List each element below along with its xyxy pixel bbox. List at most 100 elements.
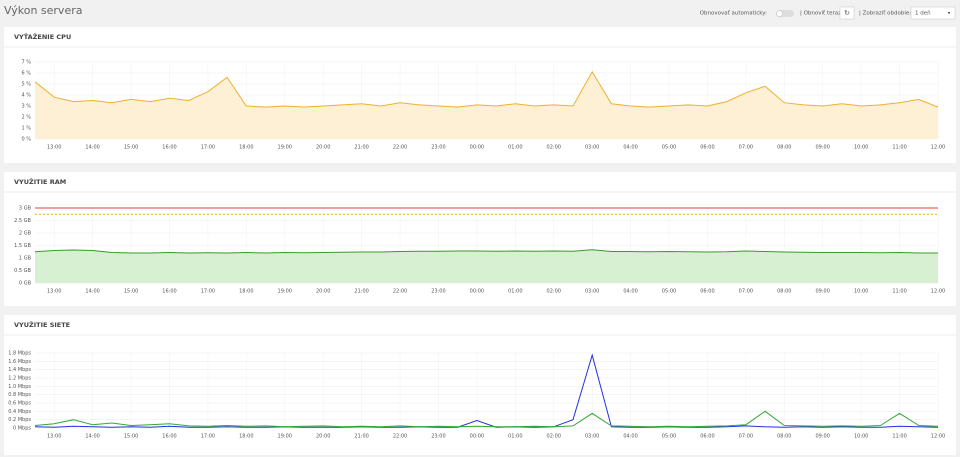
x-tick-label: 04:00 bbox=[623, 434, 637, 440]
x-tick-label: 21:00 bbox=[354, 434, 368, 440]
x-tick-label: 09:00 bbox=[816, 145, 830, 151]
series-line bbox=[34, 353, 939, 428]
x-tick-label: 20:00 bbox=[316, 434, 330, 440]
y-tick-label: 1.2 Mbps bbox=[8, 376, 31, 382]
x-tick-label: 02:00 bbox=[547, 145, 561, 151]
period-select[interactable] bbox=[910, 6, 956, 20]
y-tick-label: 6 % bbox=[21, 71, 31, 77]
y-tick-label: 7 % bbox=[21, 60, 31, 66]
x-tick-label: 14:00 bbox=[85, 434, 99, 440]
x-tick-label: 06:00 bbox=[700, 145, 714, 151]
y-tick-label: 0 % bbox=[21, 137, 31, 143]
x-tick-label: 20:00 bbox=[316, 289, 330, 295]
x-tick-label: 05:00 bbox=[662, 145, 676, 151]
y-tick-label: 1.0 Mbps bbox=[8, 384, 31, 390]
area-fill bbox=[35, 71, 938, 139]
toggle-knob bbox=[776, 10, 783, 17]
x-tick-label: 01:00 bbox=[508, 434, 522, 440]
x-tick-label: 15:00 bbox=[124, 145, 138, 151]
x-tick-label: 08:00 bbox=[777, 289, 791, 295]
select-arrow: ▾ bbox=[948, 11, 951, 17]
x-tick-label: 19:00 bbox=[278, 145, 292, 151]
x-tick-label: 00:00 bbox=[470, 434, 484, 440]
y-tick-label: 0 GB bbox=[19, 281, 32, 287]
x-tick-label: 00:00 bbox=[470, 145, 484, 151]
x-tick-label: 13:00 bbox=[47, 434, 61, 440]
period-label: | Zobraziť obdobie: bbox=[859, 11, 911, 17]
x-tick-label: 10:00 bbox=[854, 289, 868, 295]
x-tick-label: 08:00 bbox=[777, 145, 791, 151]
y-tick-label: 0.6 Mbps bbox=[8, 401, 31, 407]
y-tick-label: 1 GB bbox=[19, 256, 32, 262]
series-line bbox=[34, 70, 939, 108]
x-tick-label: 07:00 bbox=[739, 434, 753, 440]
x-tick-label: 21:00 bbox=[354, 145, 368, 151]
x-tick-label: 23:00 bbox=[431, 434, 445, 440]
y-tick-label: 0 Mbps bbox=[13, 426, 31, 432]
x-tick-label: 14:00 bbox=[85, 145, 99, 151]
x-tick-label: 07:00 bbox=[739, 145, 753, 151]
y-tick-label: 1 % bbox=[21, 126, 31, 132]
y-tick-label: 1.8 Mbps bbox=[8, 351, 31, 357]
period-value: 1 deň bbox=[915, 10, 931, 17]
x-tick-label: 16:00 bbox=[162, 145, 176, 151]
y-tick-label: 1.6 Mbps bbox=[8, 359, 31, 365]
y-tick-label: 0.8 Mbps bbox=[8, 392, 31, 398]
x-tick-label: 15:00 bbox=[124, 289, 138, 295]
panel bbox=[4, 172, 956, 306]
y-tick-label: 0.5 GB bbox=[14, 268, 31, 274]
refresh-label: | Obnoviť teraz: bbox=[800, 11, 843, 17]
page-title: Výkon servera bbox=[4, 4, 82, 17]
refresh-button[interactable] bbox=[839, 6, 855, 20]
panel-title: VYUŽITIE RAM bbox=[14, 177, 66, 186]
x-tick-label: 16:00 bbox=[162, 289, 176, 295]
x-tick-label: 03:00 bbox=[585, 434, 599, 440]
y-tick-label: 5 % bbox=[21, 82, 31, 88]
x-tick-label: 20:00 bbox=[316, 145, 330, 151]
x-tick-label: 02:00 bbox=[547, 434, 561, 440]
x-tick-label: 12:00 bbox=[931, 434, 945, 440]
x-tick-label: 14:00 bbox=[85, 289, 99, 295]
x-tick-label: 23:00 bbox=[431, 289, 445, 295]
x-tick-label: 22:00 bbox=[393, 145, 407, 151]
panel-title: VYŤAŽENIE CPU bbox=[14, 32, 71, 41]
x-tick-label: 05:00 bbox=[662, 289, 676, 295]
x-tick-label: 11:00 bbox=[892, 434, 906, 440]
x-tick-label: 23:00 bbox=[431, 145, 445, 151]
x-tick-label: 09:00 bbox=[816, 289, 830, 295]
x-tick-label: 13:00 bbox=[47, 289, 61, 295]
x-tick-label: 18:00 bbox=[239, 289, 253, 295]
x-tick-label: 17:00 bbox=[201, 434, 215, 440]
x-tick-label: 10:00 bbox=[854, 145, 868, 151]
x-tick-label: 18:00 bbox=[239, 434, 253, 440]
x-tick-label: 18:00 bbox=[239, 145, 253, 151]
y-tick-label: 2 % bbox=[21, 115, 31, 121]
x-tick-label: 13:00 bbox=[47, 145, 61, 151]
x-tick-label: 01:00 bbox=[508, 145, 522, 151]
x-tick-label: 22:00 bbox=[393, 289, 407, 295]
refresh-icon: ↻ bbox=[844, 9, 850, 17]
x-tick-label: 04:00 bbox=[623, 289, 637, 295]
y-tick-label: 2 GB bbox=[19, 231, 32, 237]
x-tick-label: 06:00 bbox=[700, 434, 714, 440]
x-tick-label: 07:00 bbox=[739, 289, 753, 295]
y-tick-label: 0.2 Mbps bbox=[8, 417, 31, 423]
y-tick-label: 0.4 Mbps bbox=[8, 409, 31, 415]
x-tick-label: 12:00 bbox=[931, 145, 945, 151]
x-tick-label: 03:00 bbox=[585, 289, 599, 295]
x-tick-label: 00:00 bbox=[470, 289, 484, 295]
x-tick-label: 04:00 bbox=[623, 145, 637, 151]
x-tick-label: 03:00 bbox=[585, 145, 599, 151]
x-tick-label: 19:00 bbox=[278, 434, 292, 440]
x-tick-label: 06:00 bbox=[700, 289, 714, 295]
x-tick-label: 17:00 bbox=[201, 289, 215, 295]
x-tick-label: 08:00 bbox=[777, 434, 791, 440]
y-tick-label: 4 % bbox=[21, 93, 31, 99]
x-tick-label: 09:00 bbox=[816, 434, 830, 440]
x-tick-label: 11:00 bbox=[892, 145, 906, 151]
x-tick-label: 17:00 bbox=[201, 145, 215, 151]
x-tick-label: 16:00 bbox=[162, 434, 176, 440]
auto-refresh-label: Obnovovať automaticky: bbox=[700, 11, 767, 17]
x-tick-label: 22:00 bbox=[393, 434, 407, 440]
